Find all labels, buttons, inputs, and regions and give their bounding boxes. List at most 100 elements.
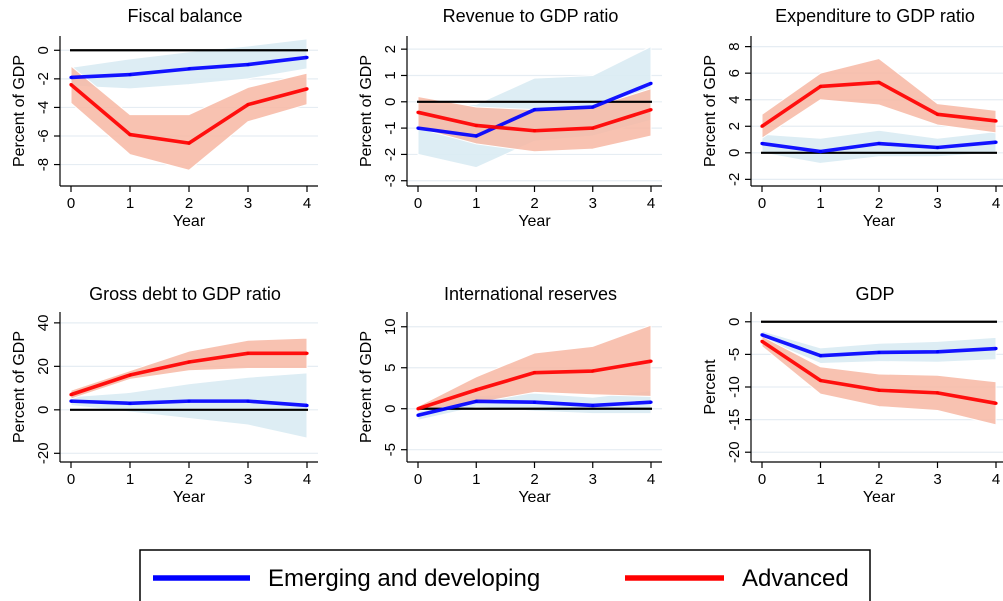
x-tick-label: 1 xyxy=(472,471,480,488)
data-point-advanced xyxy=(935,391,940,395)
data-point-advanced xyxy=(474,388,478,392)
y-tick-label: 6 xyxy=(726,69,743,77)
data-point-emerging xyxy=(935,350,940,354)
legend-label-advanced: Advanced xyxy=(742,565,849,592)
x-tick-label: 3 xyxy=(933,195,941,212)
y-tick-label: -3 xyxy=(382,174,399,187)
data-point-advanced xyxy=(818,378,823,383)
data-point-advanced xyxy=(305,87,309,91)
y-tick-label: 2 xyxy=(382,45,399,53)
y-tick-label: 20 xyxy=(35,358,52,375)
y-tick-label: -20 xyxy=(35,442,52,464)
data-point-advanced xyxy=(994,401,998,405)
x-tick-label: 4 xyxy=(647,471,655,488)
x-tick-label: 1 xyxy=(816,471,824,488)
y-tick-label: 8 xyxy=(726,42,743,50)
data-point-advanced xyxy=(935,112,940,116)
y-axis-label: Percent of GDP xyxy=(702,55,719,167)
x-tick-label: 4 xyxy=(303,195,311,212)
data-point-emerging xyxy=(416,126,420,130)
data-point-advanced xyxy=(877,388,881,392)
panel-gdp: GDP -20 -15 -10 -5 0 0 1 2 3 4 Year Percent xyxy=(702,284,1003,506)
data-point-advanced xyxy=(246,351,250,355)
data-point-emerging xyxy=(416,413,420,417)
x-tick-label: 0 xyxy=(414,195,422,212)
y-tick-label: -2 xyxy=(382,148,399,161)
panel-international-reserves: International reserves -5 0 5 10 0 1 2 3 4 Year Per… xyxy=(358,284,662,506)
x-tick-label: 2 xyxy=(875,195,883,212)
data-point-advanced xyxy=(416,407,420,411)
data-point-emerging xyxy=(591,105,595,109)
panel-title: International reserves xyxy=(444,284,617,304)
x-tick-label: 3 xyxy=(244,471,252,488)
data-point-advanced xyxy=(649,359,653,363)
data-point-emerging xyxy=(591,403,595,408)
data-point-emerging xyxy=(877,141,881,146)
x-tick-label: 1 xyxy=(472,195,480,212)
data-point-emerging xyxy=(649,400,653,404)
y-tick-label: 4 xyxy=(726,96,743,104)
y-tick-label: 2 xyxy=(726,122,743,130)
x-tick-label: 1 xyxy=(816,195,824,212)
y-tick-label: -5 xyxy=(726,348,743,361)
data-point-emerging xyxy=(532,108,537,112)
x-tick-label: 0 xyxy=(67,195,75,212)
data-point-emerging xyxy=(246,62,250,67)
data-point-advanced xyxy=(128,373,132,377)
data-point-emerging xyxy=(474,399,478,403)
panel-title: Expenditure to GDP ratio xyxy=(775,6,975,26)
x-tick-label: 0 xyxy=(414,471,422,488)
data-point-advanced xyxy=(69,393,73,397)
data-point-advanced xyxy=(877,80,881,85)
legend-box xyxy=(139,549,871,601)
data-point-emerging xyxy=(128,401,132,405)
x-tick-label: 0 xyxy=(67,471,75,488)
y-axis-label: Percent of GDP xyxy=(358,55,375,167)
data-point-emerging xyxy=(877,350,881,355)
y-tick-label: -4 xyxy=(35,101,52,114)
x-axis-label: Year xyxy=(518,213,551,230)
x-tick-label: 2 xyxy=(530,195,538,212)
data-point-emerging xyxy=(305,55,309,60)
data-point-emerging xyxy=(649,81,653,85)
y-tick-label: -1 xyxy=(382,121,399,134)
x-tick-label: 3 xyxy=(589,471,597,488)
x-tick-label: 4 xyxy=(303,471,311,488)
x-axis-label: Year xyxy=(173,489,206,506)
y-tick-label: -6 xyxy=(35,129,52,142)
data-point-advanced xyxy=(760,339,764,343)
x-axis-label: Year xyxy=(173,213,206,230)
y-tick-label: 0 xyxy=(35,406,52,414)
x-tick-label: 4 xyxy=(647,195,655,212)
x-tick-label: 4 xyxy=(992,195,1000,212)
x-tick-label: 2 xyxy=(185,195,193,212)
x-axis-label: Year xyxy=(518,489,551,506)
data-point-emerging xyxy=(760,333,764,337)
data-point-advanced xyxy=(649,108,653,112)
panel-gross-debt-to-gdp-ratio: Gross debt to GDP ratio -20 0 20 40 0 1 2 3 4 Year… xyxy=(11,284,318,506)
panel-expenditure-to-gdp-ratio: Expenditure to GDP ratio -2 0 2 4 6 8 0 1 2 3 4 Year… xyxy=(702,6,1003,230)
legend-label-emerging: Emerging and developing xyxy=(268,565,540,592)
confidence-band-advanced xyxy=(761,335,997,426)
data-point-emerging xyxy=(69,75,73,80)
x-tick-label: 1 xyxy=(126,195,134,212)
panel-title: Revenue to GDP ratio xyxy=(443,6,619,26)
data-point-advanced xyxy=(760,124,764,128)
data-point-advanced xyxy=(187,141,191,145)
data-point-advanced xyxy=(187,360,191,364)
data-point-advanced xyxy=(591,126,595,130)
data-point-emerging xyxy=(305,403,309,408)
data-point-emerging xyxy=(818,149,823,154)
confidence-band-advanced xyxy=(761,58,997,140)
x-tick-label: 0 xyxy=(758,195,766,212)
y-axis-label: Percent of GDP xyxy=(358,331,375,443)
y-tick-label: 0 xyxy=(726,149,743,157)
data-point-emerging xyxy=(935,145,940,150)
x-tick-label: 3 xyxy=(589,195,597,212)
y-axis-label: Percent of GDP xyxy=(11,55,28,167)
y-tick-label: -2 xyxy=(35,72,52,85)
y-tick-label: 1 xyxy=(382,71,399,79)
data-point-emerging xyxy=(69,399,73,403)
y-tick-label: 10 xyxy=(382,318,399,335)
y-tick-label: 0 xyxy=(35,46,52,54)
